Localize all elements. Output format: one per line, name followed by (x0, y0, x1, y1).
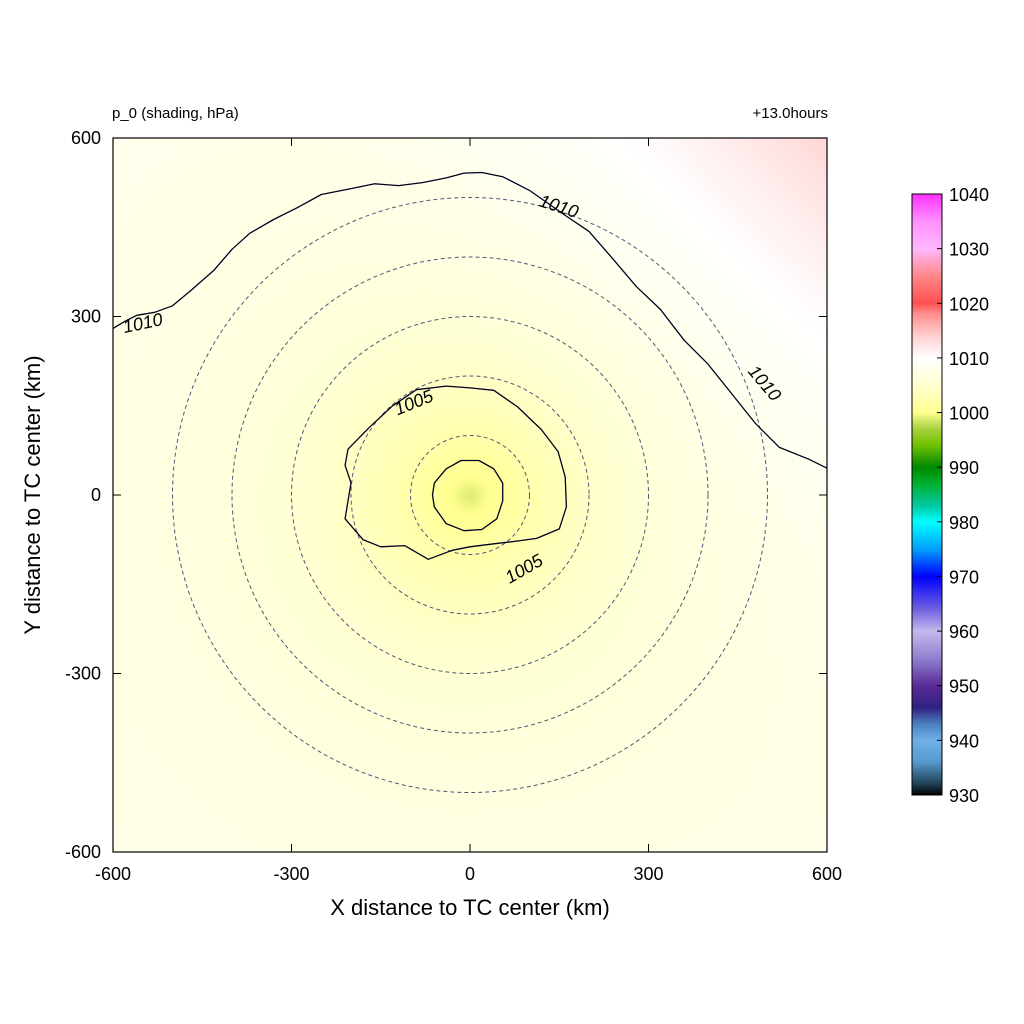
colorbar-tick-label: 960 (949, 622, 979, 642)
x-tick-label: -300 (273, 864, 309, 884)
contour-line-1005 (344, 385, 568, 560)
colorbar-tick-label: 1010 (949, 349, 989, 369)
contour-line-1010 (113, 171, 827, 469)
colorbar-ticks (937, 193, 942, 796)
x-tick-label: 600 (812, 864, 842, 884)
y-tick-labels: 600 300 0 -300 -600 (65, 128, 101, 862)
axis-ticks (112, 137, 828, 853)
pressure-contours (113, 171, 827, 560)
colorbar-tick-label: 930 (949, 786, 979, 806)
x-tick-label: -600 (95, 864, 131, 884)
colorbar-tick-label: 1000 (949, 404, 989, 424)
x-axis-label: X distance to TC center (km) (330, 895, 610, 920)
x-tick-label: 300 (633, 864, 663, 884)
x-tick-labels: -600 -300 0 300 600 (95, 864, 842, 884)
colorbar-tick-label: 1030 (949, 240, 989, 260)
dashed-circle-400km (231, 256, 709, 734)
y-tick-label: 600 (71, 128, 101, 148)
y-tick-label: 0 (91, 485, 101, 505)
dashed-circle-500km (172, 197, 768, 793)
dashed-circle-300km (291, 316, 649, 674)
y-tick-label: -300 (65, 664, 101, 684)
colorbar-tick-labels: 1040 1030 1020 1010 1000 990 980 970 960… (949, 185, 989, 806)
dashed-circle-200km (350, 375, 590, 615)
colorbar-tick-label: 940 (949, 731, 979, 751)
y-tick-label: -600 (65, 842, 101, 862)
dashed-circle-100km (410, 435, 530, 555)
plot-area: 1010 1010 1010 1005 1005 (112, 137, 828, 853)
dashed-radius-circles (172, 197, 768, 793)
colorbar-tick-label: 970 (949, 567, 979, 587)
pressure-shading (113, 138, 827, 852)
chart-title-left: p_0 (shading, hPa) (112, 105, 239, 122)
colorbar-tick-label: 1020 (949, 294, 989, 314)
colorbar-tick-label: 980 (949, 513, 979, 533)
x-tick-label: 0 (465, 864, 475, 884)
contour-line-1000 (431, 459, 504, 532)
colorbar-gradient (911, 193, 943, 796)
chart-title-right: +13.0hours (753, 105, 828, 122)
colorbar: 1040 1030 1020 1010 1000 990 980 970 960… (911, 185, 989, 806)
colorbar-tick-label: 950 (949, 677, 979, 697)
y-axis-label: Y distance to TC center (km) (20, 355, 45, 634)
y-tick-label: 300 (71, 307, 101, 327)
colorbar-tick-label: 990 (949, 458, 979, 478)
colorbar-tick-label: 1040 (949, 185, 989, 205)
